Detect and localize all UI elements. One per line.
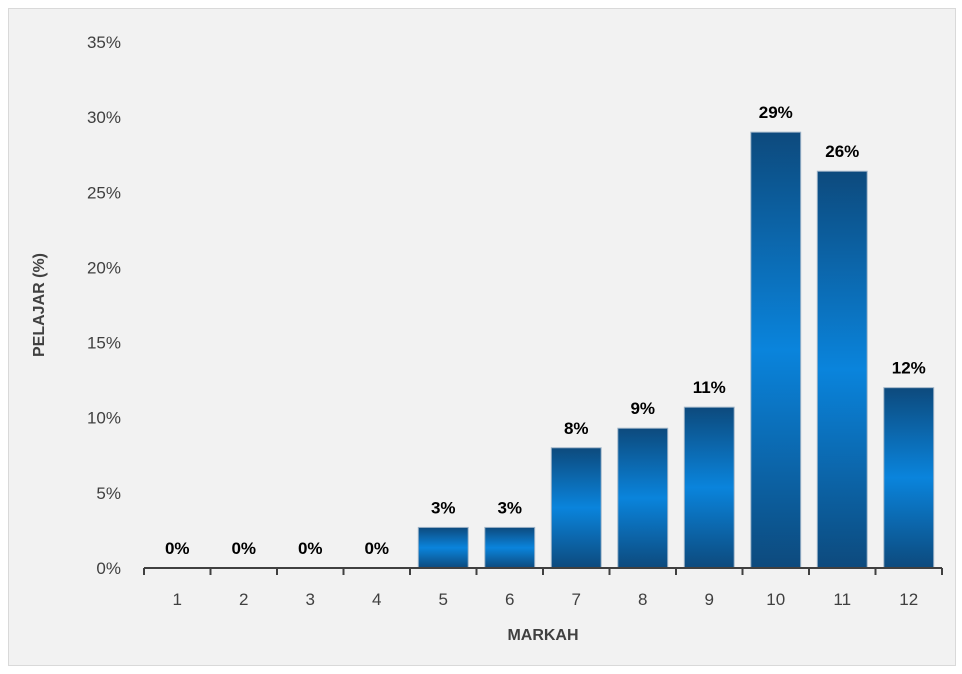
bar: [683, 406, 735, 569]
data-label: 8%: [564, 419, 589, 438]
bar: [550, 447, 602, 569]
x-tick-label: 2: [239, 590, 248, 609]
y-axis-title: PELAJAR (%): [31, 253, 48, 357]
x-tick-label: 9: [705, 590, 714, 609]
x-tick-label: 12: [899, 590, 918, 609]
x-tick-label: 1: [173, 590, 182, 609]
data-label: 0%: [231, 539, 256, 558]
y-tick-label: 30%: [87, 108, 121, 127]
x-tick-label: 3: [306, 590, 315, 609]
y-tick-label: 25%: [87, 183, 121, 202]
bar: [816, 170, 868, 569]
x-axis-title: MARKAH: [507, 627, 578, 644]
x-tick-label: 5: [439, 590, 448, 609]
bar: [883, 387, 935, 569]
y-tick-label: 20%: [87, 258, 121, 277]
data-label: 0%: [298, 539, 323, 558]
y-axis: 0% 5% 10% 15% 20% 25% 30% 35%: [87, 33, 121, 578]
x-tick-label: 6: [505, 590, 514, 609]
data-label: 3%: [431, 498, 456, 517]
bars: 0% 0% 0% 0% 3% 3% 8% 9% 11% 29% 26% 12%: [165, 103, 935, 569]
x-axis: 1 2 3 4 5 6 7 8 9 10 11 12: [143, 567, 943, 609]
data-label: 0%: [364, 539, 389, 558]
data-label: 12%: [892, 359, 926, 378]
data-label: 11%: [693, 378, 726, 397]
y-tick-label: 35%: [87, 33, 121, 52]
x-tick-label: 10: [766, 590, 785, 609]
bar: [417, 526, 469, 569]
data-label: 0%: [165, 539, 190, 558]
data-label: 26%: [825, 142, 859, 161]
y-tick-label: 15%: [87, 334, 121, 353]
y-tick-label: 5%: [96, 484, 121, 503]
x-tick-label: 11: [833, 590, 851, 609]
y-tick-label: 0%: [96, 559, 121, 578]
bar: [484, 526, 536, 569]
bar: [617, 427, 669, 569]
x-tick-label: 8: [638, 590, 647, 609]
x-tick-label: 4: [372, 590, 381, 609]
data-label: 29%: [759, 103, 793, 122]
data-label: 3%: [497, 498, 522, 517]
x-tick-label: 7: [572, 590, 581, 609]
data-label: 9%: [630, 399, 655, 418]
bar: [750, 131, 802, 569]
y-tick-label: 10%: [87, 409, 121, 428]
